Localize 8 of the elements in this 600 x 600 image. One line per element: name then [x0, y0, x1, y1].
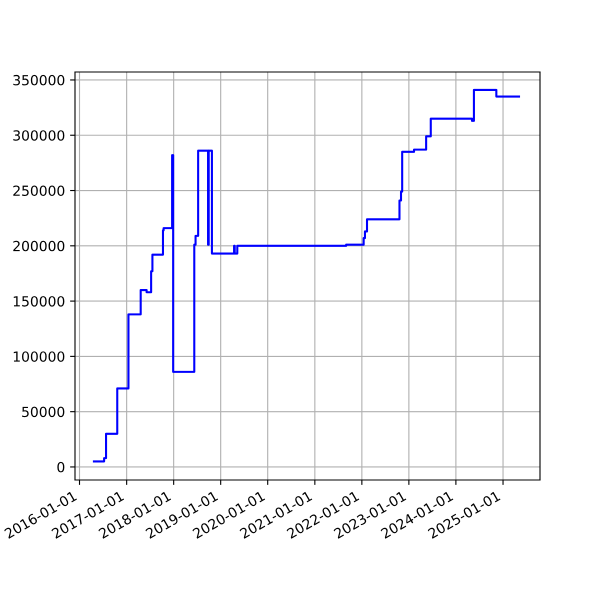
y-tick-label: 350000 — [13, 74, 64, 86]
y-tick-label: 100000 — [14, 351, 64, 362]
y-tick-label: 150000 — [14, 296, 64, 307]
y-tick-label: 250000 — [13, 186, 64, 196]
y-tick-label: 0 — [57, 462, 64, 472]
y-tick-label: 50000 — [22, 406, 64, 418]
y-tick-label: 200000 — [13, 240, 64, 252]
y-tick-label: 300000 — [13, 130, 64, 141]
